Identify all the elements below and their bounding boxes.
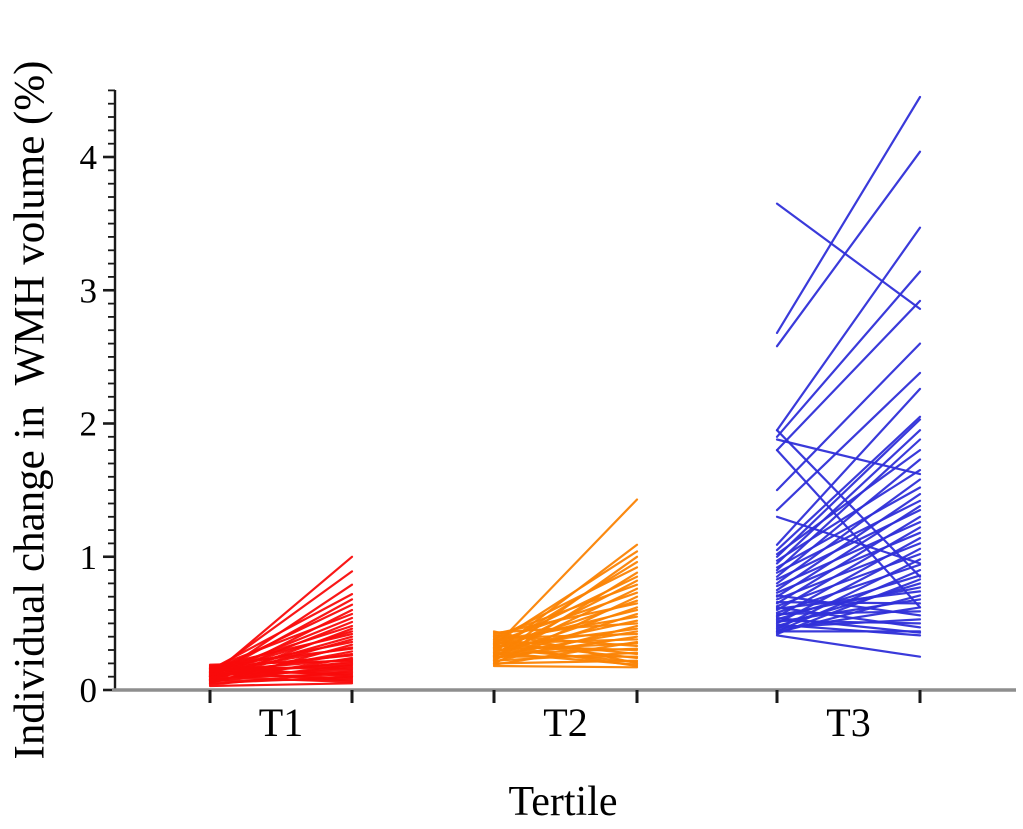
subject-change-line-t1 (208, 659, 354, 666)
subject-change-line-t3 (775, 574, 922, 621)
x-category-label: T3 (826, 700, 870, 745)
subject-change-line-t2 (492, 640, 639, 666)
subject-change-line-t1 (208, 682, 354, 688)
subject-change-line-t2 (492, 659, 639, 665)
x-axis-title: Tertile (508, 779, 618, 825)
y-tick-label: 2 (80, 405, 98, 444)
subject-change-line-t3 (775, 299, 922, 452)
x-category-label: T1 (259, 700, 303, 745)
subject-change-line-t3 (775, 616, 922, 634)
subject-change-line-t3 (775, 623, 922, 637)
subject-change-line-t3 (775, 202, 922, 310)
x-category-label: T2 (543, 700, 587, 745)
subject-change-line-t1 (208, 592, 354, 672)
subject-change-line-t3 (775, 449, 922, 556)
y-tick-label: 0 (80, 671, 98, 710)
subject-change-line-t3 (775, 634, 922, 658)
subject-change-line-t3 (775, 520, 922, 588)
subject-change-line-t3 (775, 563, 922, 614)
subject-change-line-t3 (775, 499, 922, 574)
subject-change-line-t3 (775, 429, 922, 565)
subject-change-line-t2 (492, 630, 639, 665)
subject-change-line-t2 (492, 602, 639, 636)
subject-change-line-t3 (775, 606, 922, 629)
subject-change-line-t1 (208, 612, 354, 670)
subject-change-line-t3 (775, 387, 922, 546)
subject-change-line-t3 (775, 342, 922, 492)
subject-change-line-t3 (775, 526, 922, 612)
subject-change-line-t2 (492, 591, 639, 644)
subject-change-line-t3 (775, 226, 922, 432)
subject-change-line-t3 (775, 458, 922, 578)
subject-change-line-t2 (492, 498, 639, 649)
subject-change-line-t3 (775, 552, 922, 608)
subject-change-line-t3 (775, 95, 922, 334)
subject-change-line-t3 (775, 493, 922, 592)
subject-change-line-t3 (775, 590, 922, 610)
subject-change-line-t1 (208, 664, 354, 678)
subject-change-line-t2 (492, 622, 639, 634)
subject-change-line-t1 (208, 675, 354, 684)
subject-change-line-t3 (775, 542, 922, 601)
subject-change-line-t1 (208, 670, 354, 682)
subject-change-line-t3 (775, 594, 922, 617)
subject-change-line-t3 (775, 515, 922, 565)
subject-change-line-t2 (492, 643, 639, 668)
subject-change-line-t1 (208, 632, 354, 669)
subject-change-line-t2 (492, 664, 639, 669)
subject-change-line-t3 (775, 600, 922, 605)
subject-change-line-t3 (775, 509, 922, 581)
subject-change-line-t3 (775, 418, 922, 558)
y-tick-label: 1 (80, 538, 98, 577)
y-tick-label: 4 (80, 138, 98, 177)
subject-change-line-t3 (775, 270, 922, 438)
subject-change-line-t3 (775, 371, 922, 512)
subject-change-line-t1 (208, 640, 354, 672)
subject-change-line-t3 (775, 478, 922, 585)
subject-change-line-t3 (775, 415, 922, 552)
subject-change-line-t3 (775, 438, 922, 572)
y-tick-label: 3 (80, 271, 98, 310)
subject-change-line-t3 (775, 531, 922, 594)
subject-change-line-t2 (492, 640, 639, 660)
subject-change-line-t3 (775, 469, 922, 562)
subject-change-line-t3 (775, 578, 922, 636)
subject-change-line-t3 (775, 486, 922, 569)
subject-change-line-t3 (775, 150, 922, 348)
